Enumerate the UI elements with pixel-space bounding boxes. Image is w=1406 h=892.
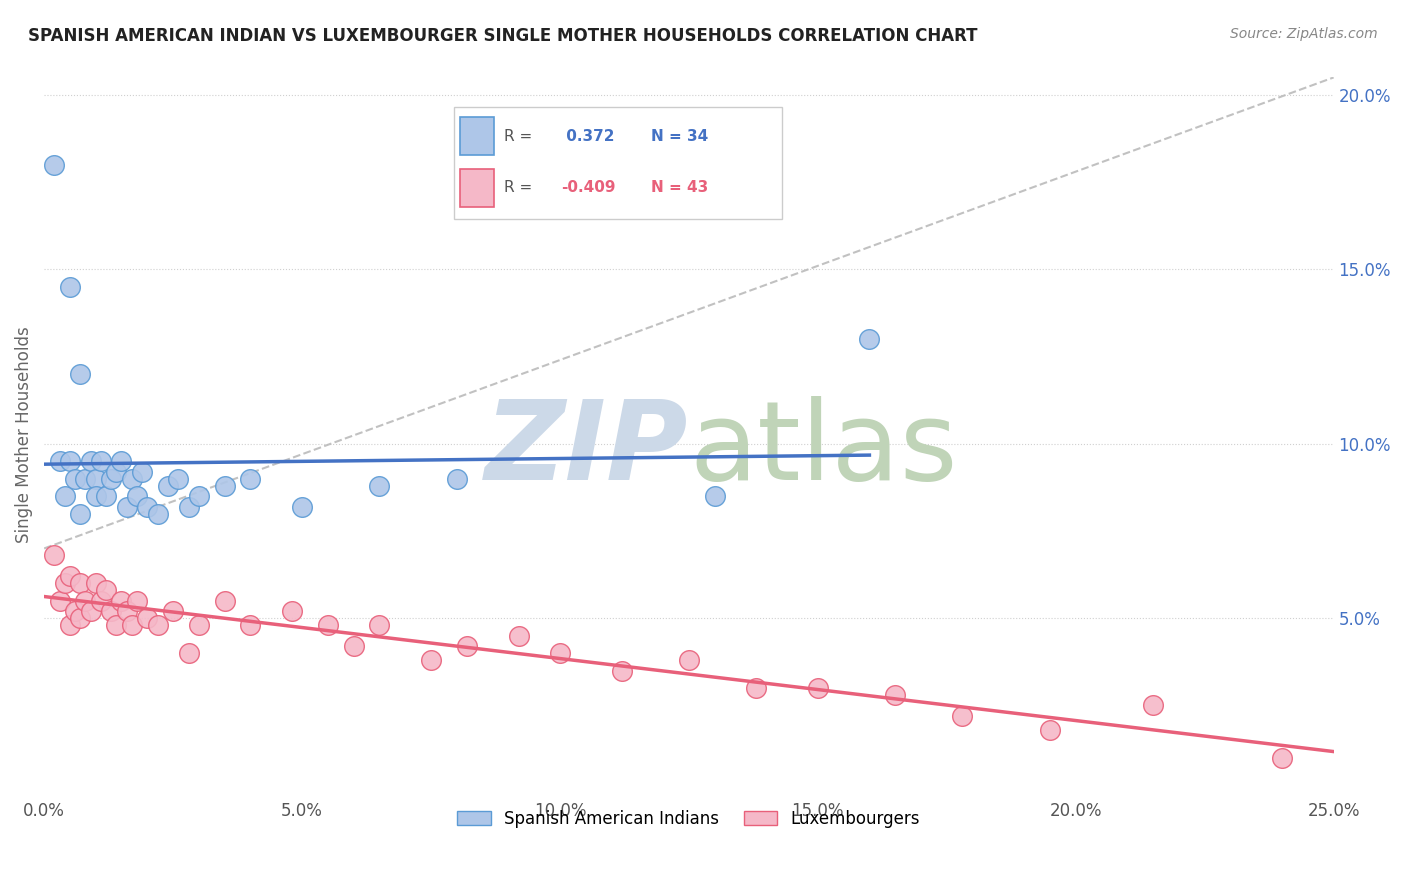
Point	[548, 646, 571, 660]
Point	[456, 639, 478, 653]
Point	[69, 576, 91, 591]
Point	[94, 489, 117, 503]
Point	[48, 594, 70, 608]
Point	[59, 454, 82, 468]
Y-axis label: Single Mother Households: Single Mother Households	[15, 326, 32, 543]
Point	[100, 604, 122, 618]
Point	[44, 158, 66, 172]
Point	[316, 618, 339, 632]
Text: atlas: atlas	[689, 396, 957, 503]
Point	[214, 478, 236, 492]
Point	[745, 681, 768, 695]
Point	[115, 604, 138, 618]
Point	[59, 618, 82, 632]
Point	[125, 489, 148, 503]
Text: SPANISH AMERICAN INDIAN VS LUXEMBOURGER SINGLE MOTHER HOUSEHOLDS CORRELATION CHA: SPANISH AMERICAN INDIAN VS LUXEMBOURGER …	[28, 27, 977, 45]
Point	[136, 500, 159, 514]
Point	[75, 472, 97, 486]
Point	[446, 472, 468, 486]
Point	[187, 618, 209, 632]
Point	[110, 454, 132, 468]
Point	[90, 454, 112, 468]
Point	[100, 472, 122, 486]
Point	[858, 332, 880, 346]
Point	[368, 618, 391, 632]
Point	[177, 500, 200, 514]
Point	[121, 472, 143, 486]
Point	[1039, 723, 1062, 737]
Point	[59, 569, 82, 583]
Point	[167, 472, 190, 486]
Point	[84, 489, 107, 503]
Point	[187, 489, 209, 503]
Point	[291, 500, 314, 514]
Point	[63, 604, 86, 618]
Point	[115, 500, 138, 514]
Point	[79, 454, 101, 468]
Point	[950, 709, 973, 723]
Point	[678, 653, 700, 667]
Point	[884, 688, 907, 702]
Point	[807, 681, 830, 695]
Point	[69, 611, 91, 625]
Point	[508, 629, 530, 643]
Point	[146, 618, 169, 632]
Point	[125, 594, 148, 608]
Point	[239, 472, 262, 486]
Point	[79, 604, 101, 618]
Point	[48, 454, 70, 468]
Point	[69, 367, 91, 381]
Point	[53, 489, 76, 503]
Point	[63, 472, 86, 486]
Point	[90, 594, 112, 608]
Point	[110, 594, 132, 608]
Point	[610, 664, 633, 678]
Point	[177, 646, 200, 660]
Point	[156, 478, 179, 492]
Point	[121, 618, 143, 632]
Text: Source: ZipAtlas.com: Source: ZipAtlas.com	[1230, 27, 1378, 41]
Point	[44, 549, 66, 563]
Point	[420, 653, 443, 667]
Point	[131, 465, 153, 479]
Point	[59, 279, 82, 293]
Point	[342, 639, 364, 653]
Text: ZIP: ZIP	[485, 396, 689, 503]
Point	[1271, 751, 1294, 765]
Point	[75, 594, 97, 608]
Point	[84, 576, 107, 591]
Point	[368, 478, 391, 492]
Point	[703, 489, 725, 503]
Point	[105, 465, 128, 479]
Point	[105, 618, 128, 632]
Point	[239, 618, 262, 632]
Point	[69, 507, 91, 521]
Point	[94, 583, 117, 598]
Point	[162, 604, 184, 618]
Point	[53, 576, 76, 591]
Legend: Spanish American Indians, Luxembourgers: Spanish American Indians, Luxembourgers	[451, 803, 927, 834]
Point	[1142, 698, 1164, 713]
Point	[214, 594, 236, 608]
Point	[84, 472, 107, 486]
Point	[146, 507, 169, 521]
Point	[136, 611, 159, 625]
Point	[280, 604, 302, 618]
